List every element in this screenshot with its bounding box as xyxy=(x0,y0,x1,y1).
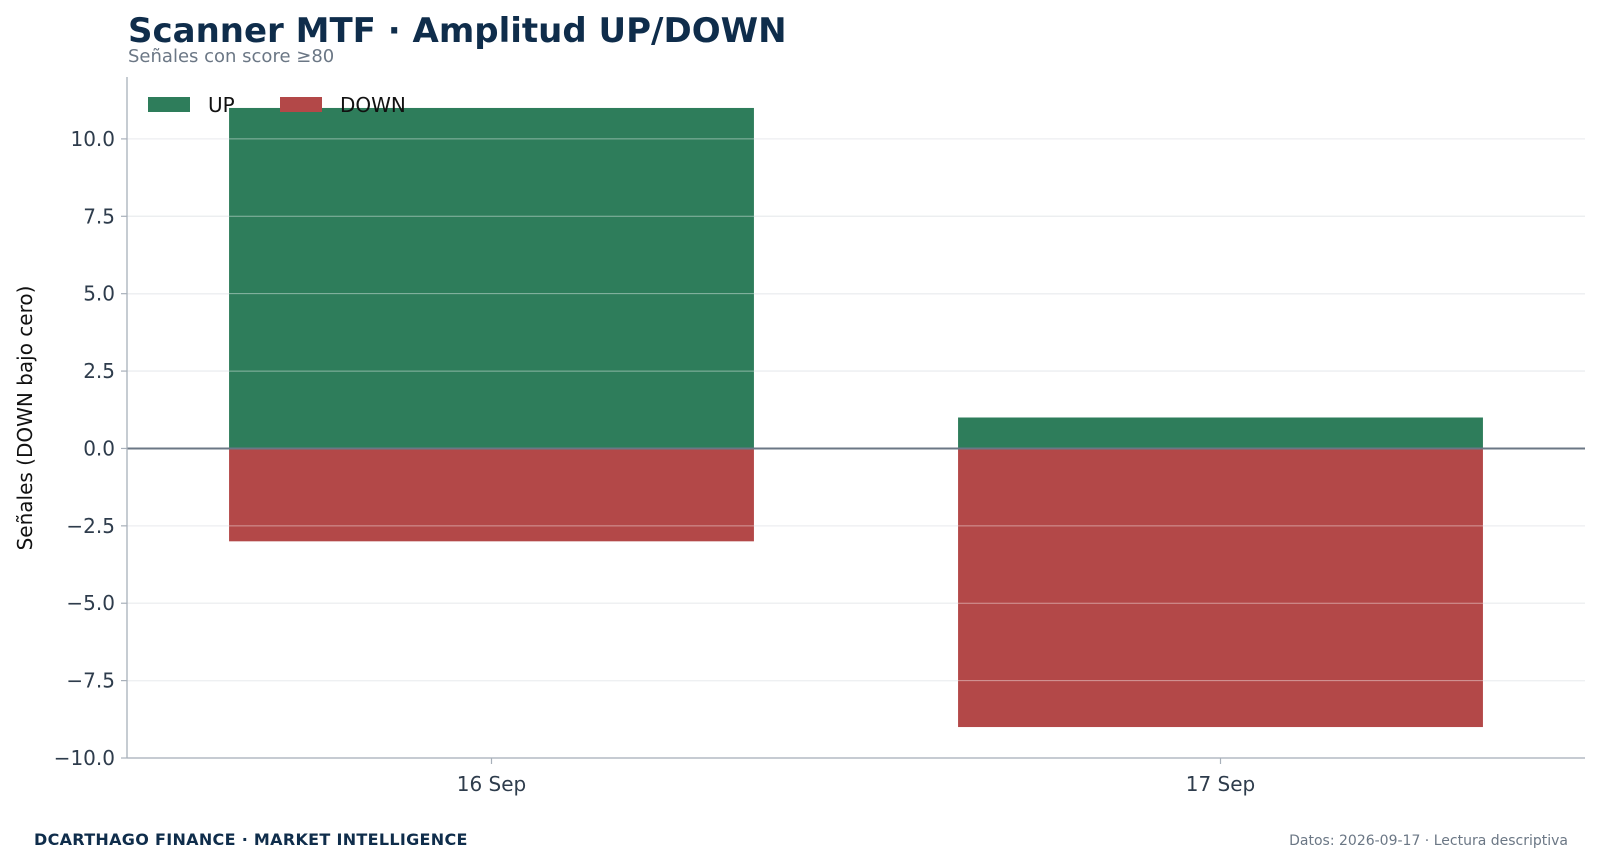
y-tick-label: 7.5 xyxy=(83,204,115,228)
footer-brand: DCARTHAGO FINANCE · MARKET INTELLIGENCE xyxy=(34,830,468,849)
x-tick-label: 17 Sep xyxy=(1186,772,1256,796)
y-tick-label: 0.0 xyxy=(83,436,115,460)
x-tick-label: 16 Sep xyxy=(457,772,527,796)
x-axis-ticks: 16 Sep 17 Sep xyxy=(457,758,1256,796)
bar-up-1 xyxy=(229,107,754,449)
bar-up-2 xyxy=(958,417,1483,449)
y-axis-ticks: 10.0 7.5 5.0 2.5 0.0 −2.5 −5.0 −7.5 −10.0 xyxy=(54,127,127,770)
y-tick-label: 10.0 xyxy=(70,127,115,151)
y-tick-label: 2.5 xyxy=(83,359,115,383)
legend-swatch-up xyxy=(148,97,190,112)
chart-subtitle: Señales con score ≥80 xyxy=(128,46,334,67)
bars xyxy=(127,107,1585,759)
y-tick-label: −2.5 xyxy=(66,514,115,538)
legend: UP DOWN xyxy=(148,93,406,117)
axes xyxy=(126,77,1585,759)
bar-down-1 xyxy=(229,448,754,542)
footer-note: Datos: 2026-09-17 · Lectura descriptiva xyxy=(1289,833,1568,849)
legend-label-down: DOWN xyxy=(340,93,406,117)
legend-label-up: UP xyxy=(208,93,235,117)
y-tick-label: −7.5 xyxy=(66,669,115,693)
y-axis-label: Señales (DOWN bajo cero) xyxy=(13,286,37,551)
y-tick-label: −5.0 xyxy=(66,591,115,615)
y-tick-label: −10.0 xyxy=(54,746,115,770)
y-tick-label: 5.0 xyxy=(83,282,115,306)
legend-swatch-down xyxy=(280,97,322,112)
bar-down-2 xyxy=(958,448,1483,728)
chart-title: Scanner MTF · Amplitud UP/DOWN xyxy=(128,11,787,51)
